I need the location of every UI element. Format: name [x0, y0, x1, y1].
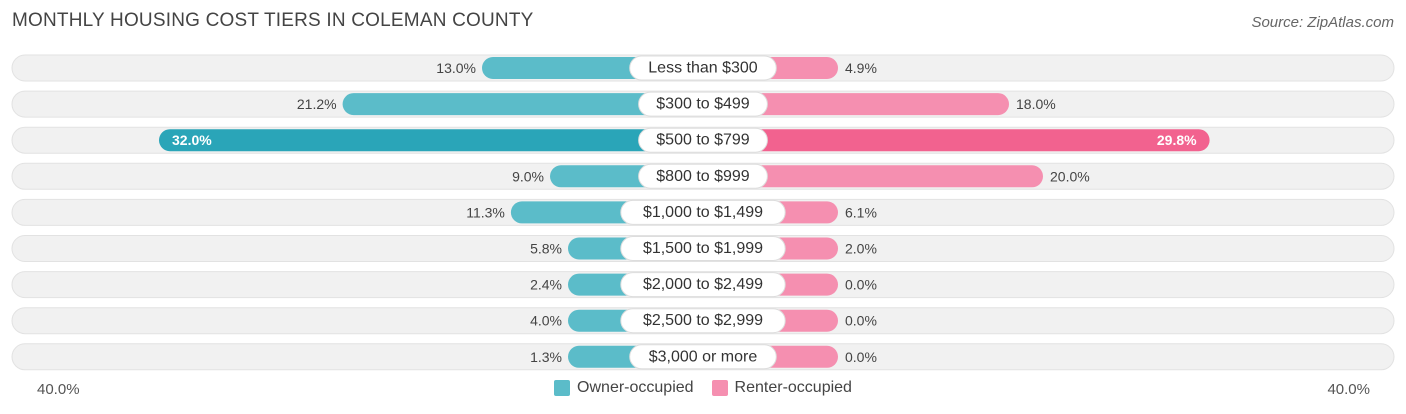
axis-right-label: 40.0%	[1327, 381, 1370, 398]
owner-value-label: 21.2%	[297, 96, 337, 112]
owner-value-label: 11.3%	[466, 204, 505, 220]
renter-value-label: 6.1%	[845, 204, 877, 220]
category-label: $1,500 to $1,999	[643, 240, 763, 257]
renter-value-label: 18.0%	[1016, 96, 1056, 112]
legend-owner-swatch	[554, 380, 571, 396]
category-pill	[620, 199, 786, 225]
renter-bar	[703, 129, 1210, 152]
source-note: Source: ZipAtlas.com	[1251, 14, 1394, 31]
category-label: $300 to $499	[656, 96, 750, 113]
category-pill	[620, 236, 786, 261]
renter-value-label: 20.0%	[1050, 168, 1090, 184]
legend-renter-swatch	[711, 380, 728, 396]
owner-value-label: 2.4%	[530, 277, 562, 293]
axis-left-label: 40.0%	[37, 381, 80, 398]
renter-value-label: 0.0%	[845, 277, 877, 293]
owner-value-label: 1.3%	[530, 349, 562, 365]
legend-renter: Renter-occupied	[711, 379, 852, 397]
owner-value-label: 5.8%	[530, 241, 562, 257]
legend: Owner-occupied Renter-occupied	[0, 379, 1406, 397]
category-label: $1,000 to $1,499	[643, 204, 763, 221]
renter-value-label: 0.0%	[845, 313, 877, 329]
owner-bar	[342, 93, 703, 116]
category-pill	[638, 163, 768, 189]
category-label: $2,500 to $2,999	[643, 312, 763, 329]
renter-bar	[703, 165, 1043, 188]
owner-value-label: 13.0%	[436, 60, 476, 76]
category-pill	[620, 272, 786, 298]
renter-value-label: 4.9%	[845, 60, 877, 76]
category-pill	[629, 344, 777, 370]
category-label: $800 to $999	[656, 168, 750, 185]
category-label: $2,000 to $2,499	[643, 276, 763, 293]
chart-title: MONTHLY HOUSING COST TIERS IN COLEMAN CO…	[12, 10, 534, 31]
category-pill	[620, 308, 786, 334]
owner-bar	[159, 129, 703, 152]
category-pill	[629, 55, 777, 81]
category-pill	[638, 127, 768, 153]
renter-bar	[703, 93, 1009, 116]
category-pill	[638, 91, 768, 117]
owner-value-label: 9.0%	[512, 168, 544, 184]
category-label: $500 to $799	[656, 132, 750, 149]
renter-value-label: 29.8%	[1157, 132, 1197, 148]
category-label: $3,000 or more	[649, 348, 758, 365]
owner-value-label: 4.0%	[530, 313, 562, 329]
legend-owner-label: Owner-occupied	[577, 379, 694, 396]
renter-value-label: 0.0%	[845, 349, 877, 365]
legend-renter-label: Renter-occupied	[734, 379, 852, 396]
category-label: Less than $300	[648, 60, 758, 77]
owner-value-label: 32.0%	[172, 132, 212, 148]
legend-owner: Owner-occupied	[554, 379, 694, 397]
renter-value-label: 2.0%	[845, 241, 877, 257]
